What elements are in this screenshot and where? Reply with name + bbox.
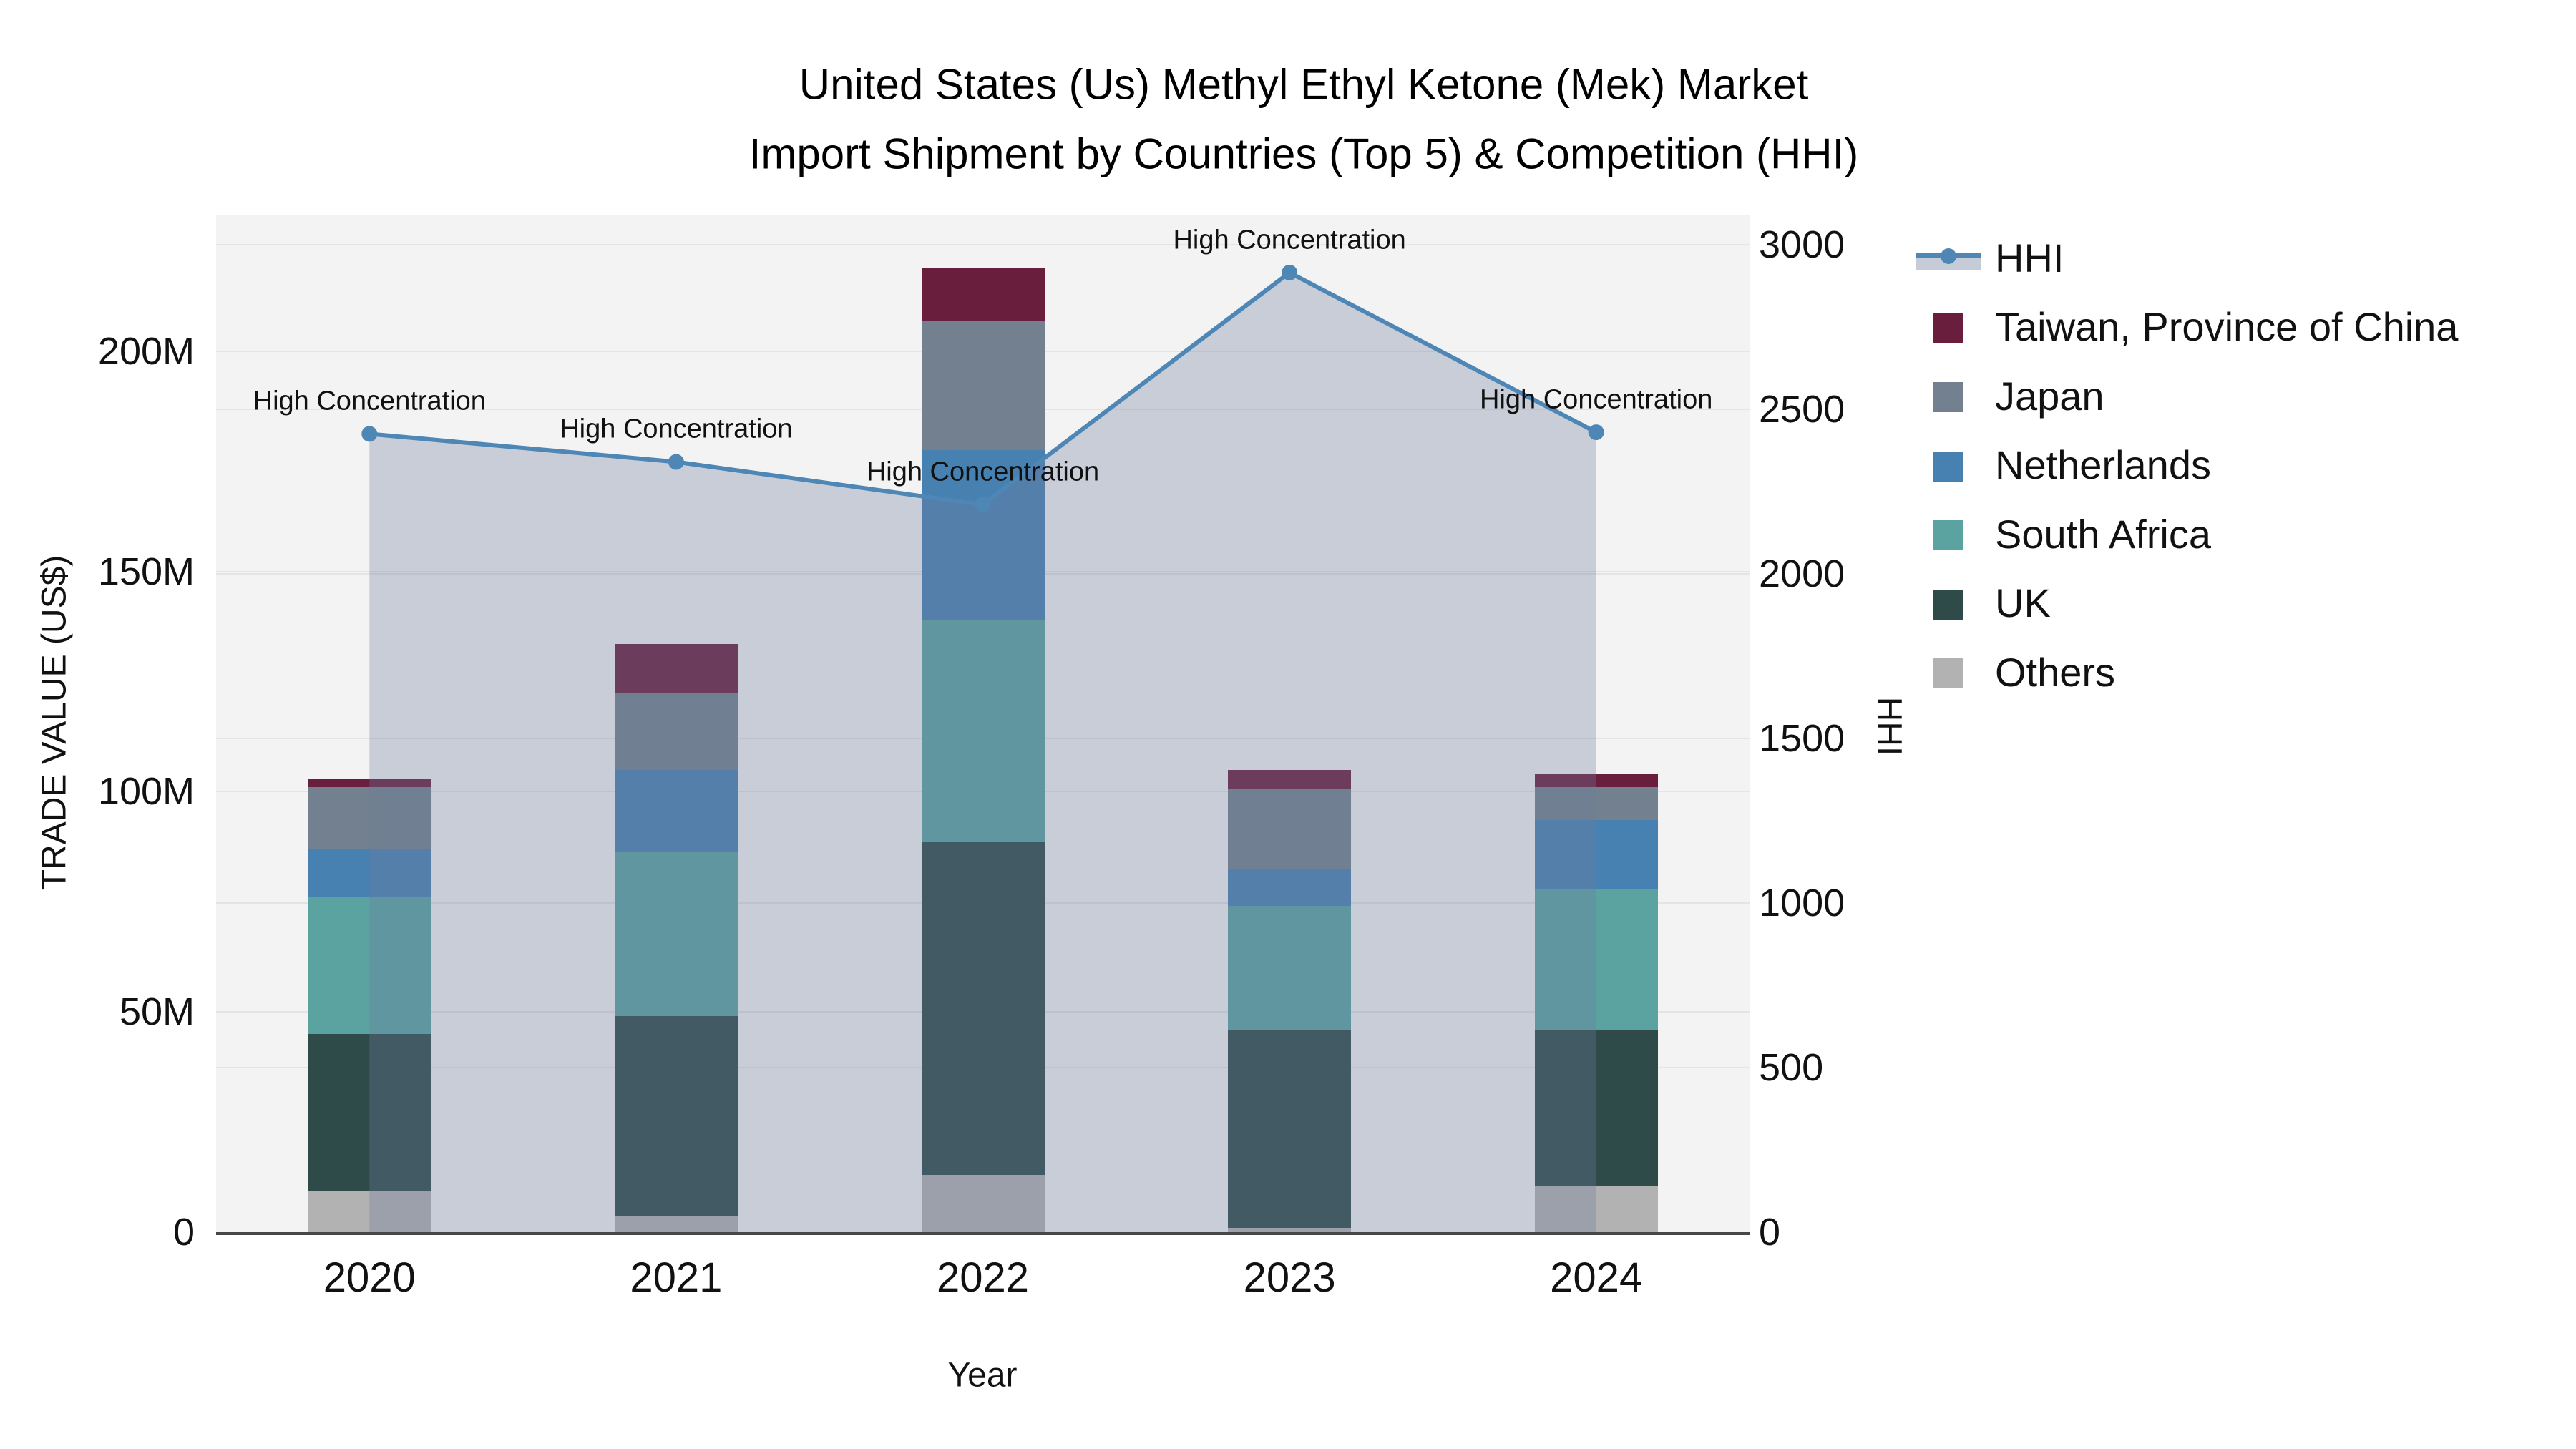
- x-tick-2021: 2021: [630, 1254, 723, 1301]
- y-right-tick-3000: 3000: [1759, 223, 1845, 266]
- legend-swatch: [1933, 313, 1963, 343]
- plot-area: High Concentration High Concentration High…: [216, 215, 1750, 1232]
- annotation-high-concentration-2020: High Concentration: [253, 386, 486, 416]
- bar-segment-2022-taiwan-province-of-china[interactable]: [921, 267, 1045, 321]
- legend-hhi-marker-dot: [1941, 248, 1956, 264]
- bar-segment-2022-south-africa[interactable]: [921, 620, 1045, 843]
- bar-segment-2024-uk[interactable]: [1534, 1029, 1658, 1186]
- y-right-tick-2500: 2500: [1759, 387, 1845, 431]
- bar-segment-2020-japan[interactable]: [308, 787, 431, 849]
- legend-label: South Africa: [1995, 511, 2211, 557]
- annotation-high-concentration-2024: High Concentration: [1480, 384, 1713, 415]
- bar-segment-2024-netherlands[interactable]: [1534, 820, 1658, 889]
- bar-segment-2021-netherlands[interactable]: [614, 769, 738, 852]
- hhi-marker-2024[interactable]: [1588, 424, 1604, 441]
- y-right-tick-0: 0: [1759, 1211, 1781, 1254]
- bar-segment-2020-taiwan-province-of-china[interactable]: [308, 778, 431, 788]
- y-axis-right-title: HHI: [1870, 696, 1908, 756]
- annotation-high-concentration-2021: High Concentration: [560, 414, 793, 444]
- y-left-tick-0: 0: [172, 1211, 195, 1254]
- bar-segment-2022-japan[interactable]: [921, 320, 1045, 451]
- y-right-tick-2000: 2000: [1759, 552, 1845, 595]
- x-tick-2023: 2023: [1243, 1254, 1336, 1301]
- annotation-high-concentration-2022: High Concentration: [866, 457, 1100, 487]
- y-right-tick-1500: 1500: [1759, 716, 1845, 760]
- x-tick-2020: 2020: [323, 1254, 416, 1301]
- bar-segment-2024-japan[interactable]: [1534, 787, 1658, 821]
- annotation-high-concentration-2023: High Concentration: [1173, 225, 1406, 255]
- hhi-marker-2021[interactable]: [668, 454, 684, 470]
- chart-title-line1: United States (Us) Methyl Ethyl Ketone (…: [799, 60, 1809, 109]
- legend-label: Netherlands: [1995, 442, 2211, 487]
- x-axis-title: Year: [947, 1356, 1018, 1395]
- x-axis-line: [216, 1232, 1750, 1235]
- bar-segment-2023-japan[interactable]: [1228, 789, 1352, 869]
- bar-segment-2022-others[interactable]: [921, 1174, 1045, 1232]
- bar-segment-2023-uk[interactable]: [1228, 1029, 1352, 1228]
- bar-segment-2022-uk[interactable]: [921, 842, 1045, 1175]
- bar-segment-2021-south-africa[interactable]: [614, 851, 738, 1017]
- bar-segment-2021-uk[interactable]: [614, 1016, 738, 1217]
- bar-segment-2024-taiwan-province-of-china[interactable]: [1534, 774, 1658, 788]
- bar-segment-2020-netherlands[interactable]: [308, 849, 431, 898]
- bar-segment-2020-south-africa[interactable]: [308, 897, 431, 1034]
- y-left-tick-150M: 150M: [97, 550, 195, 593]
- bar-segment-2021-others[interactable]: [614, 1216, 738, 1232]
- legend-hhi-line-sample: [1916, 248, 1981, 270]
- legend-swatch: [1933, 382, 1963, 412]
- legend-label: HHI: [1995, 235, 2064, 280]
- hhi-marker-2020[interactable]: [361, 426, 378, 442]
- y-left-tick-200M: 200M: [97, 329, 195, 373]
- x-tick-2024: 2024: [1550, 1254, 1643, 1301]
- legend-swatch: [1933, 589, 1963, 620]
- legend-label: UK: [1995, 580, 2051, 625]
- y-left-tick-50M: 50M: [119, 990, 195, 1034]
- y-right-tick-1000: 1000: [1759, 881, 1845, 924]
- bar-segment-2023-others[interactable]: [1228, 1227, 1352, 1232]
- y-axis-left-title: TRADE VALUE (US$): [35, 555, 74, 891]
- legend-label: Others: [1995, 649, 2116, 695]
- y-left-tick-100M: 100M: [97, 770, 195, 814]
- bar-segment-2024-others[interactable]: [1534, 1186, 1658, 1232]
- gridline: [216, 243, 1750, 245]
- bar-segment-2023-taiwan-province-of-china[interactable]: [1228, 769, 1352, 790]
- legend-label: Taiwan, Province of China: [1995, 304, 2459, 349]
- legend-swatch: [1933, 451, 1963, 482]
- bar-segment-2021-japan[interactable]: [614, 692, 738, 770]
- legend-swatch: [1933, 520, 1963, 550]
- y-right-tick-500: 500: [1759, 1045, 1824, 1089]
- bar-segment-2024-south-africa[interactable]: [1534, 888, 1658, 1030]
- x-tick-2022: 2022: [936, 1254, 1030, 1301]
- legend-swatch: [1933, 658, 1963, 688]
- chart-title-line2: Import Shipment by Countries (Top 5) & C…: [748, 130, 1859, 178]
- bar-segment-2021-taiwan-province-of-china[interactable]: [614, 644, 738, 693]
- bar-segment-2020-others[interactable]: [308, 1190, 431, 1232]
- legend-label: Japan: [1995, 373, 2104, 419]
- hhi-marker-2023[interactable]: [1282, 264, 1298, 280]
- bar-segment-2023-netherlands[interactable]: [1228, 869, 1352, 907]
- bar-segment-2020-uk[interactable]: [308, 1034, 431, 1191]
- bar-segment-2023-south-africa[interactable]: [1228, 906, 1352, 1030]
